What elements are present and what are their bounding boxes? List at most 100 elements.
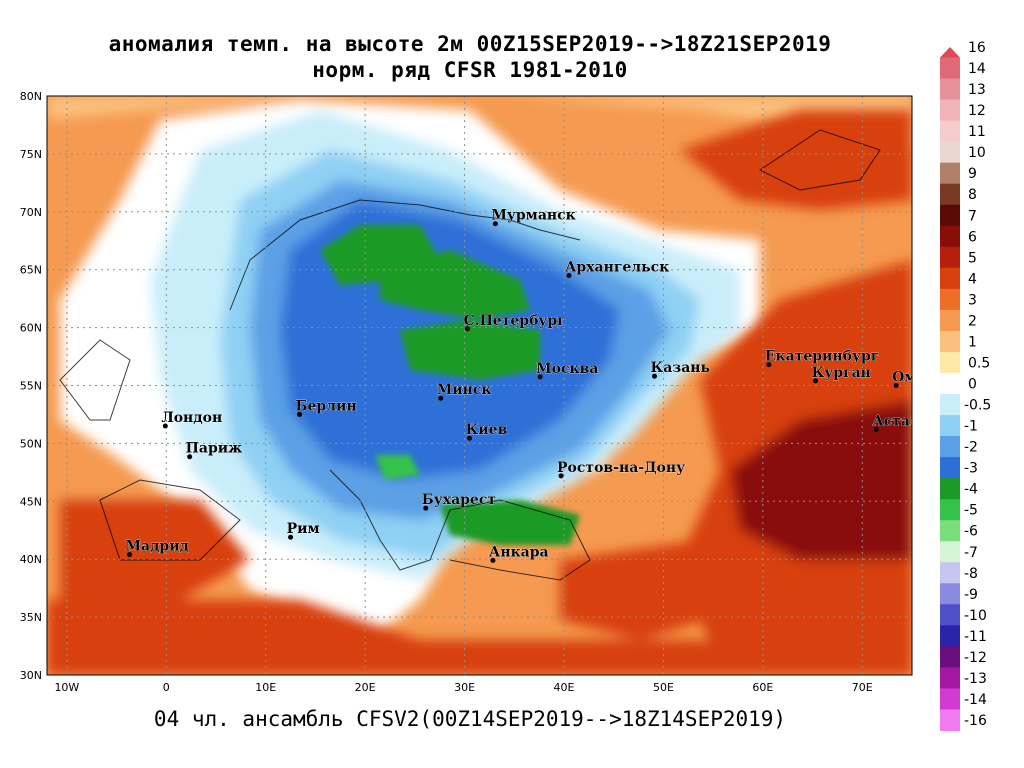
legend-swatch bbox=[940, 351, 960, 374]
legend-label: -9 bbox=[964, 587, 978, 603]
map-frame bbox=[46, 95, 913, 676]
legend-label: 9 bbox=[968, 166, 977, 182]
legend-swatch bbox=[940, 99, 960, 122]
city-marker bbox=[492, 221, 498, 227]
legend-swatch bbox=[940, 246, 960, 269]
legend-label: 6 bbox=[968, 229, 977, 245]
legend-swatch bbox=[940, 688, 960, 710]
legend-label: -5 bbox=[964, 503, 978, 519]
chart-title: аномалия темп. на высоте 2м 00Z15SEP2019… bbox=[108, 32, 832, 56]
city-marker bbox=[537, 374, 543, 380]
city-label: Астана bbox=[872, 414, 929, 430]
city-marker bbox=[162, 423, 168, 429]
legend-label: -12 bbox=[964, 650, 987, 666]
city-marker bbox=[127, 552, 133, 558]
city-marker bbox=[423, 505, 429, 511]
lat-label: 35N bbox=[20, 611, 42, 624]
legend-label: 1 bbox=[968, 334, 977, 350]
legend-swatch bbox=[940, 394, 960, 416]
city-label: Париж bbox=[186, 441, 243, 457]
legend-swatch bbox=[940, 457, 960, 479]
legend-label: 16 bbox=[968, 40, 986, 56]
legend-swatch bbox=[940, 162, 960, 185]
city-marker bbox=[467, 435, 473, 441]
lat-label: 40N bbox=[20, 553, 42, 566]
legend-label: 7 bbox=[968, 208, 977, 224]
city-label: Архангельск bbox=[565, 259, 669, 275]
legend-label: 5 bbox=[968, 250, 977, 266]
city-label: Лондон bbox=[161, 410, 222, 426]
legend-label: 11 bbox=[968, 124, 986, 140]
map-region-green-balkans bbox=[375, 455, 420, 480]
legend-label: -0.5 bbox=[964, 398, 991, 414]
legend-label: -6 bbox=[964, 524, 978, 540]
city-marker bbox=[766, 362, 772, 368]
ensemble-footer: 04 чл. ансамбль CFSV2(00Z14SEP2019-->18Z… bbox=[153, 707, 787, 731]
legend-swatch bbox=[940, 583, 960, 605]
city-labels: Мурманск Архангельск С.Петербург Москва Каза… bbox=[125, 207, 935, 563]
legend-swatch bbox=[940, 267, 960, 290]
chart-subtitle: норм. ряд CFSR 1981-2010 bbox=[312, 58, 628, 82]
lat-label: 55N bbox=[20, 380, 42, 393]
legend-label: -4 bbox=[964, 482, 978, 498]
legend-swatch bbox=[940, 541, 960, 563]
city-label: Мадрид bbox=[126, 539, 189, 555]
city-marker bbox=[490, 557, 496, 563]
legend-swatch bbox=[940, 415, 960, 437]
legend-label: -14 bbox=[964, 692, 987, 708]
city-marker bbox=[651, 373, 657, 379]
legend-label: -11 bbox=[964, 629, 987, 645]
city-marker bbox=[465, 326, 471, 332]
legend-label: -16 bbox=[964, 713, 987, 729]
legend-swatch bbox=[940, 372, 960, 395]
lat-label: 60N bbox=[20, 322, 42, 335]
lon-label: 10W bbox=[54, 681, 79, 694]
lat-label: 75N bbox=[20, 148, 42, 161]
legend-swatch bbox=[940, 478, 960, 500]
city-label: Екатеринбург bbox=[765, 349, 880, 365]
lat-label: 65N bbox=[20, 264, 42, 277]
city-marker bbox=[297, 411, 303, 417]
lat-label: 70N bbox=[20, 206, 42, 219]
legend-swatch bbox=[940, 141, 960, 164]
legend-label: 2 bbox=[968, 313, 977, 329]
legend-swatch bbox=[940, 183, 960, 206]
coastlines bbox=[59, 129, 881, 581]
legend-label: -10 bbox=[964, 608, 987, 624]
city-marker bbox=[187, 454, 193, 460]
city-label: Казань bbox=[650, 360, 710, 376]
city-marker bbox=[566, 272, 572, 278]
legend-label: 14 bbox=[968, 61, 986, 77]
legend-swatch bbox=[940, 309, 960, 332]
city-marker bbox=[893, 383, 899, 388]
lon-label: 20E bbox=[355, 681, 376, 694]
legend-label: 13 bbox=[968, 82, 986, 98]
legend-arrow-bottom bbox=[940, 709, 960, 720]
legend-label: 10 bbox=[968, 145, 986, 161]
city-label: Омск bbox=[892, 370, 935, 386]
legend-label: 0 bbox=[968, 377, 977, 393]
lon-label: 70E bbox=[852, 681, 873, 694]
city-label: Курган bbox=[812, 365, 871, 381]
legend-label: 12 bbox=[968, 103, 986, 119]
legend-swatch bbox=[940, 709, 960, 732]
legend-label: -2 bbox=[964, 440, 978, 456]
city-label: Анкара bbox=[489, 544, 549, 560]
lat-label: 80N bbox=[20, 90, 42, 103]
lon-label: 50E bbox=[653, 681, 674, 694]
lon-label: 60E bbox=[752, 681, 773, 694]
city-label: Мурманск bbox=[491, 208, 575, 224]
map-region-green-blacksea bbox=[440, 500, 580, 545]
legend-label: 0.5 bbox=[968, 355, 990, 371]
graticule bbox=[47, 96, 912, 675]
lat-label: 30N bbox=[20, 669, 42, 682]
city-marker bbox=[288, 534, 294, 540]
map-region-warm-northeast bbox=[680, 110, 912, 210]
latitude-labels: 80N 75N 70N 65N 60N 55N 50N 45N 40N 35N 30N bbox=[20, 90, 42, 682]
legend-swatch bbox=[940, 667, 960, 689]
legend-swatch bbox=[940, 330, 960, 353]
map-region-green-karelia bbox=[380, 250, 530, 320]
legend-swatch bbox=[940, 646, 960, 668]
legend-swatch bbox=[940, 204, 960, 227]
legend-label: -1 bbox=[964, 419, 978, 435]
